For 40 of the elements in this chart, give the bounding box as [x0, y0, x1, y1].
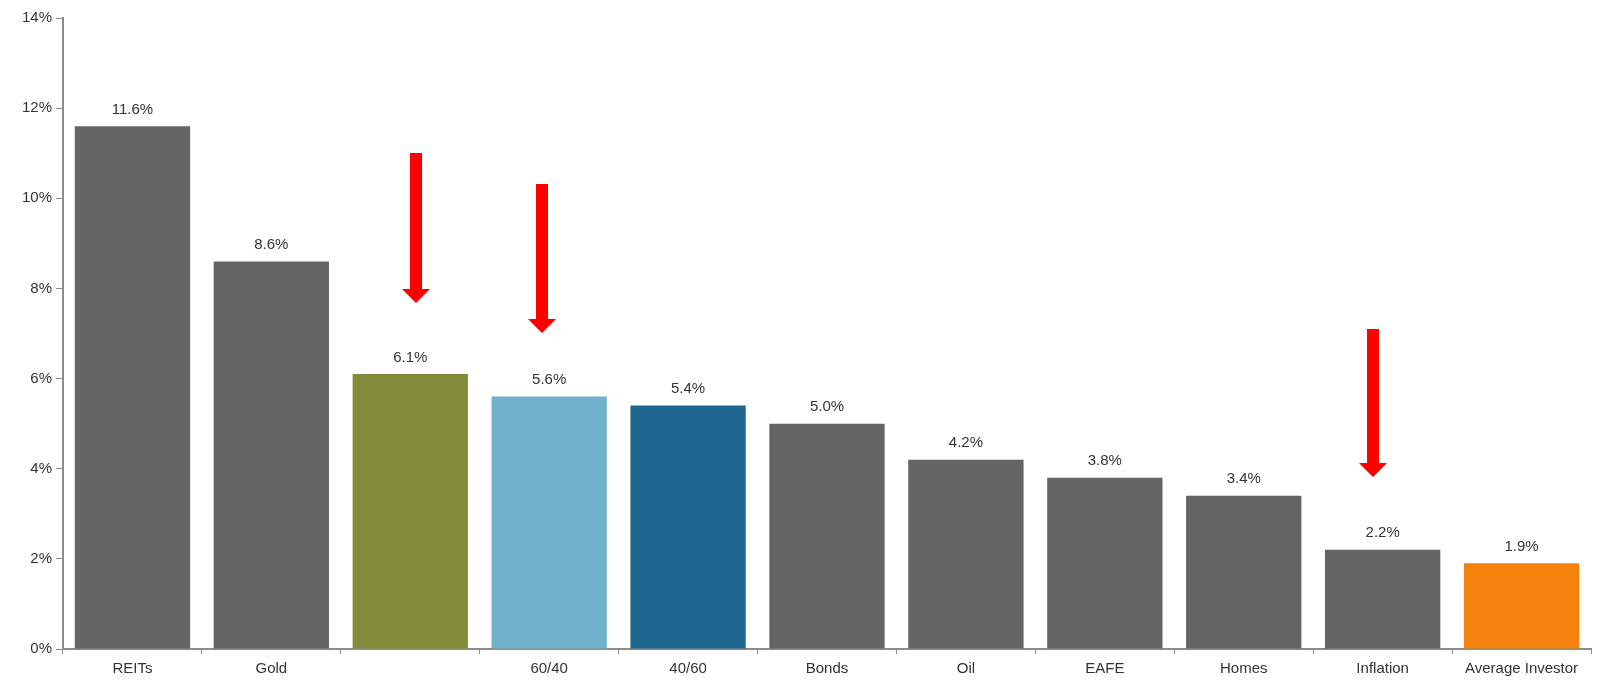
y-tick-label: 4%	[30, 458, 52, 476]
bar	[213, 261, 330, 649]
y-tick-label: 12%	[21, 98, 52, 116]
bar	[74, 126, 191, 649]
x-tick-label: EAFE	[1085, 659, 1125, 677]
bar	[1186, 495, 1302, 649]
y-tick-label: 6%	[30, 368, 52, 386]
data-label: 4.2%	[948, 433, 984, 451]
data-label: 8.6%	[254, 235, 289, 253]
y-tick-label: 0%	[30, 639, 52, 657]
x-tick-label: Bonds	[805, 659, 849, 677]
y-tick-label: 10%	[21, 188, 52, 206]
data-label: 3.4%	[1226, 469, 1261, 487]
x-tick-label: Oil	[956, 659, 976, 677]
data-label: 11.6%	[111, 99, 154, 117]
x-tick-label: 60/40	[530, 659, 568, 677]
data-label: 5.4%	[670, 379, 706, 397]
data-label: 5.0%	[809, 397, 845, 415]
y-tick-label: 8%	[30, 278, 52, 296]
x-tick-label: Gold	[255, 659, 288, 677]
data-label: 5.6%	[532, 370, 567, 388]
bar	[769, 423, 885, 649]
y-tick-label: 14%	[21, 8, 52, 26]
bar	[630, 405, 746, 649]
data-label: 1.9%	[1504, 537, 1539, 554]
y-tick-label: 2%	[30, 549, 52, 566]
bar	[1463, 563, 1580, 649]
data-label: 2.2%	[1365, 523, 1400, 541]
bar	[1324, 549, 1441, 649]
bar	[491, 396, 607, 649]
bar	[352, 374, 468, 649]
x-tick-label: Inflation	[1356, 659, 1409, 677]
data-label: 6.1%	[393, 347, 428, 365]
data-label: 3.8%	[1087, 451, 1122, 469]
x-tick-label: REITs	[112, 659, 153, 677]
x-tick-label: Homes	[1219, 659, 1268, 677]
x-tick-label: Average Investor	[1464, 659, 1579, 677]
x-tick-label: 40/60	[669, 659, 707, 677]
bar	[1047, 477, 1163, 649]
bar	[908, 459, 1024, 649]
